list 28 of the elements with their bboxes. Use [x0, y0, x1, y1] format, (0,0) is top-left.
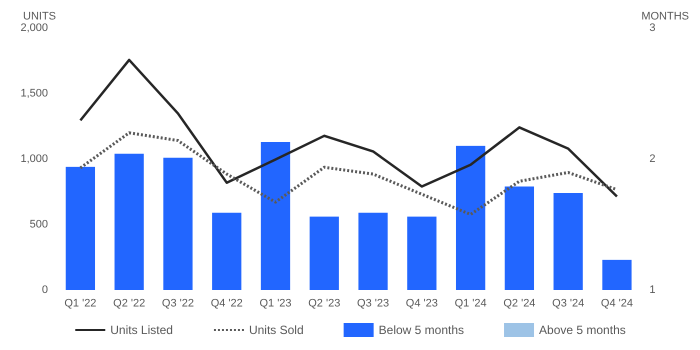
- legend-label: Below 5 months: [378, 323, 464, 337]
- legend-label: Above 5 months: [539, 323, 626, 337]
- y2-tick-label: 1: [649, 284, 656, 296]
- x-tick-label: Q2 '23: [308, 298, 340, 310]
- y2-tick-label: 3: [649, 22, 656, 34]
- y-tick-label: 0: [42, 284, 48, 296]
- legend-label: Units Listed: [110, 323, 173, 337]
- x-tick-label: Q3 '23: [357, 298, 390, 310]
- x-tick-label: Q3 '24: [552, 298, 584, 310]
- x-tick-label: Q2 '22: [113, 298, 146, 310]
- y-axis-title: UNITS: [23, 10, 56, 22]
- y-tick-label: 2,000: [20, 22, 48, 34]
- x-tick-label: Q3 '22: [162, 298, 194, 310]
- x-tick-label: Q1 '22: [64, 298, 96, 310]
- y-tick-label: 1,500: [20, 88, 48, 100]
- y2-tick-label: 2: [649, 153, 656, 165]
- x-tick-label: Q1 '24: [454, 298, 487, 310]
- x-tick-label: Q4 '22: [210, 298, 243, 310]
- y-tick-label: 1,000: [20, 153, 48, 165]
- legend-label: Units Sold: [248, 323, 304, 337]
- y2-axis-title: MONTHS: [641, 10, 690, 22]
- x-tick-label: Q1 '23: [259, 298, 292, 310]
- line-series: [78, 131, 618, 216]
- x-tick-label: Q2 '24: [503, 298, 536, 310]
- x-tick-label: Q4 '24: [600, 298, 633, 310]
- line-series: [79, 58, 618, 198]
- x-tick-label: Q4 '23: [406, 298, 438, 310]
- y-tick-label: 500: [30, 218, 48, 230]
